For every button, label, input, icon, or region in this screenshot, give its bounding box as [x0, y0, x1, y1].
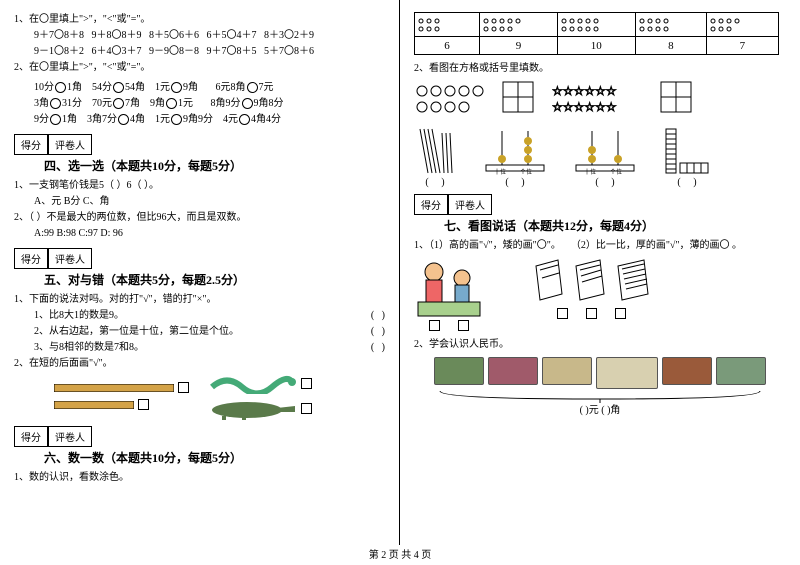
brace-icon	[430, 389, 770, 403]
q1-stem: 1、在〇里填上">"，"<"或"="。	[14, 12, 385, 28]
svg-text:☆☆☆☆☆☆: ☆☆☆☆☆☆	[552, 84, 617, 98]
grid-2x2-icon	[502, 81, 534, 113]
s5-q1: 1、下面的说法对吗。对的打"√"，错的打"×"。	[14, 292, 385, 308]
book-thick-icon	[614, 258, 650, 302]
s4-q1: 1、一支钢笔价钱是5（ ）6（ ）。	[14, 178, 385, 194]
checkbox[interactable]	[429, 320, 440, 331]
score-box-6: 得分评卷人	[14, 426, 385, 447]
s7-images	[414, 258, 786, 331]
checkbox[interactable]	[458, 320, 469, 331]
s7-q1: 1、（1）高的画"√"，矮的画"〇"。 （2）比一比，厚的画"√"，薄的画〇 。	[414, 238, 786, 254]
s4-q1-opts: A、元 B分 C、角	[34, 194, 385, 210]
abacus2-icon: 十位 个位	[574, 125, 636, 175]
svg-text:十位: 十位	[494, 168, 506, 175]
checkbox[interactable]	[557, 308, 568, 319]
score-box-5: 得分评卷人	[14, 248, 385, 269]
s5-q1b: 2、从右边起，第一位是十位，第二位是个位。( )	[34, 324, 385, 340]
book-med-icon	[572, 258, 606, 302]
left-column: 1、在〇里填上">"，"<"或"="。 9＋7〇8＋8 9＋8〇8＋9 8＋5〇…	[0, 0, 400, 545]
svg-text:十位: 十位	[584, 168, 596, 175]
dots-6-icon	[415, 16, 455, 34]
s5-q1a: 1、比8大1的数是9。( )	[34, 308, 385, 324]
bill-large-icon	[596, 357, 658, 389]
s5-q2: 2、在短的后面画"√"。	[14, 356, 385, 372]
bill-icon	[662, 357, 712, 385]
r2-row1: ☆☆☆☆☆☆ ☆☆☆☆☆☆	[414, 81, 786, 121]
q2-row1: 10分1角 54分54角 1元9角 6元8角7元	[34, 80, 385, 96]
checkbox[interactable]	[301, 378, 312, 389]
stars-icon: ☆☆☆☆☆☆ ☆☆☆☆☆☆	[552, 81, 642, 121]
crocodile-icon	[207, 396, 297, 420]
grid-2x2-icon	[660, 81, 692, 113]
checkbox[interactable]	[615, 308, 626, 319]
s4-q2-opts: A:99 B:98 C:97 D: 96	[34, 226, 385, 242]
score-box-4: 得分评卷人	[14, 134, 385, 155]
dots-8-icon	[636, 16, 680, 34]
bill-icon	[488, 357, 538, 385]
checkbox[interactable]	[178, 382, 189, 393]
section4-title: 四、选一选（本题共10分，每题5分）	[44, 157, 385, 174]
q2-row2: 3角31分 70元7角 9角1元 8角9分9角8分	[34, 96, 385, 112]
children-icon	[414, 258, 484, 318]
right-column: 691087 2、看图在方格或括号里填数。 ☆☆☆☆☆☆☆☆☆☆☆☆ ( ) 十…	[400, 0, 800, 545]
section5-title: 五、对与错（本题共5分，每题2.5分）	[44, 271, 385, 288]
s5-q1c: 3、与8相邻的数是7和8。( )	[34, 340, 385, 356]
s4-q2: 2、（ ）不是最大的两位数，但比96大，而且是双数。	[14, 210, 385, 226]
count-table: 691087	[414, 12, 779, 55]
svg-text:个位: 个位	[610, 168, 622, 175]
dots-10-icon	[558, 16, 606, 34]
q2-stem: 2、在〇里填上">"，"<"或"="。	[14, 60, 385, 76]
snake-icon	[207, 372, 297, 394]
s7-q2: 2、学会认识人民币。	[414, 337, 786, 353]
s5-images	[54, 372, 385, 420]
s6-q1: 1、数的认识，看数涂色。	[14, 470, 385, 486]
s7-q2-ans: ( )元 ( )角	[414, 403, 786, 419]
r2-stem: 2、看图在方格或括号里填数。	[414, 61, 786, 77]
book-thin-icon	[532, 258, 564, 302]
blocks-icon	[664, 125, 710, 175]
dots-7-icon	[707, 16, 751, 34]
bill-icon	[542, 357, 592, 385]
checkbox[interactable]	[301, 403, 312, 414]
abacus-icon: 十位 个位	[484, 125, 546, 175]
sticks-bundle-icon	[414, 125, 456, 175]
dots-9-icon	[480, 16, 528, 34]
q2-row3: 9分1角 3角7分4角 1元9角9分 4元4角4分	[34, 112, 385, 128]
section6-title: 六、数一数（本题共10分，每题5分）	[44, 449, 385, 466]
page-footer: 第 2 页 共 4 页	[0, 546, 800, 561]
bill-icon	[716, 357, 766, 385]
q1-row1: 9＋7〇8＋8 9＋8〇8＋9 8＋5〇6＋6 6＋5〇4＋7 8＋3〇2＋9	[34, 28, 385, 44]
score-box-7: 得分评卷人	[414, 194, 786, 215]
section7-title: 七、看图说话（本题共12分，每题4分）	[444, 217, 786, 234]
r2-row2: ( ) 十位个位 ( ) 十位个位 ( ) ( )	[414, 125, 786, 188]
bill-icon	[434, 357, 484, 385]
svg-text:个位: 个位	[520, 168, 532, 175]
q1-row2: 9－1〇8＋2 6＋4〇3＋7 9－9〇8－8 9＋7〇8＋5 5＋7〇8＋6	[34, 44, 385, 60]
bar-long-icon	[54, 384, 174, 392]
apples-icon	[414, 81, 484, 121]
money-row	[414, 357, 786, 389]
checkbox[interactable]	[586, 308, 597, 319]
svg-text:☆☆☆☆☆☆: ☆☆☆☆☆☆	[552, 100, 617, 114]
bar-short-icon	[54, 401, 134, 409]
checkbox[interactable]	[138, 399, 149, 410]
